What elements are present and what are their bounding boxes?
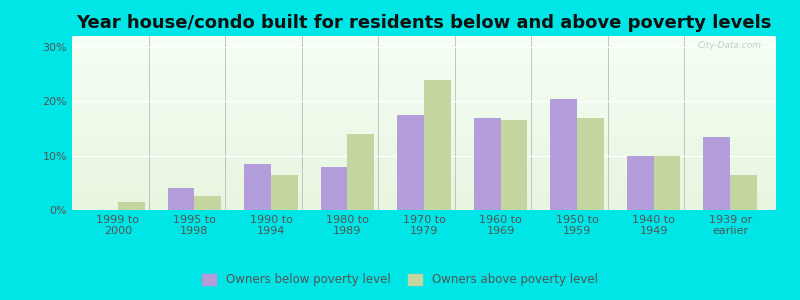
Title: Year house/condo built for residents below and above poverty levels: Year house/condo built for residents bel…	[76, 14, 772, 32]
Bar	[244, 164, 271, 210]
Bar	[194, 196, 222, 210]
Bar	[271, 175, 298, 210]
Bar	[424, 80, 450, 210]
Legend: Owners below poverty level, Owners above poverty level: Owners below poverty level, Owners above…	[198, 269, 602, 291]
Bar	[654, 156, 680, 210]
Bar	[626, 156, 654, 210]
Bar	[550, 98, 577, 210]
Bar	[730, 175, 757, 210]
Bar	[398, 115, 424, 210]
Bar	[118, 202, 145, 210]
Text: City-Data.com: City-Data.com	[698, 41, 762, 50]
Bar	[501, 120, 527, 210]
Bar	[321, 167, 347, 210]
Bar	[703, 136, 730, 210]
Bar	[474, 118, 501, 210]
Bar	[168, 188, 194, 210]
Bar	[347, 134, 374, 210]
Bar	[577, 118, 604, 210]
